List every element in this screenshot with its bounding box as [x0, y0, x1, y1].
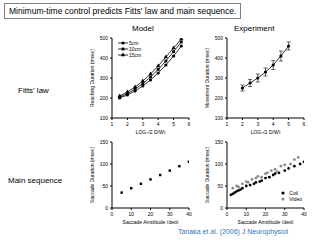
svg-text:150: 150	[215, 139, 224, 145]
svg-text:50: 50	[102, 183, 108, 189]
svg-text:5: 5	[172, 121, 175, 127]
svg-text:50: 50	[217, 183, 223, 189]
svg-text:0: 0	[220, 205, 223, 211]
svg-text:Saccade Amplitude (deg): Saccade Amplitude (deg)	[238, 219, 294, 224]
svg-text:3: 3	[141, 121, 144, 127]
svg-text:0: 0	[111, 211, 114, 217]
svg-text:4: 4	[157, 121, 160, 127]
svg-text:200: 200	[215, 95, 224, 101]
html-text:Minimum-time control predicts: Minimum-time control predicts Fitts' law…	[9, 6, 237, 16]
svg-text:300: 300	[100, 75, 109, 81]
svg-text:400: 400	[215, 55, 224, 61]
svg-text:6: 6	[303, 121, 306, 127]
svg-text:10: 10	[243, 211, 249, 217]
svg-text:100: 100	[215, 115, 224, 121]
html-text:Main sequence: Main sequence	[8, 176, 63, 185]
html-text:Video: Video	[289, 196, 302, 202]
html-text:Experiment: Experiment	[234, 24, 275, 33]
html-text:5cm: 5cm	[129, 40, 139, 46]
svg-text:LOG₂(2 D/W): LOG₂(2 D/W)	[251, 129, 281, 134]
svg-text:Movement Duration (msec): Movement Duration (msec)	[205, 48, 210, 109]
svg-text:LOG₂(2 D/W): LOG₂(2 D/W)	[136, 129, 166, 134]
html-text:Tanaka et al. (2006) J Neuroph: Tanaka et al. (2006) J Neurophysiol	[178, 228, 289, 235]
svg-text:30: 30	[282, 211, 288, 217]
svg-text:30: 30	[167, 211, 173, 217]
svg-text:Reaching Duration (msec): Reaching Duration (msec)	[90, 49, 95, 107]
svg-text:300: 300	[215, 75, 224, 81]
svg-text:2: 2	[241, 121, 244, 127]
svg-text:100: 100	[100, 115, 109, 121]
svg-text:40: 40	[186, 211, 192, 217]
svg-text:200: 200	[100, 95, 109, 101]
html-text:Model: Model	[132, 24, 154, 33]
html-text:Coil: Coil	[289, 190, 298, 196]
svg-text:Saccade Duration (msec): Saccade Duration (msec)	[90, 146, 95, 203]
svg-text:Saccade Duration (msec): Saccade Duration (msec)	[205, 146, 210, 203]
svg-text:2: 2	[126, 121, 129, 127]
svg-text:0: 0	[105, 205, 108, 211]
svg-text:Saccade Amplitude (deg): Saccade Amplitude (deg)	[123, 219, 179, 224]
svg-text:500: 500	[215, 35, 224, 41]
svg-text:150: 150	[100, 139, 109, 145]
svg-text:500: 500	[100, 35, 109, 41]
svg-text:20: 20	[148, 211, 154, 217]
svg-text:1: 1	[226, 121, 229, 127]
svg-text:100: 100	[100, 161, 109, 167]
svg-text:10: 10	[128, 211, 134, 217]
svg-text:6: 6	[188, 121, 191, 127]
html-text:Fitts' law: Fitts' law	[18, 86, 49, 95]
svg-text:0: 0	[226, 211, 229, 217]
html-text:15cm: 15cm	[129, 52, 142, 58]
svg-text:400: 400	[100, 55, 109, 61]
svg-text:3: 3	[256, 121, 259, 127]
svg-text:40: 40	[301, 211, 307, 217]
html-text:10cm: 10cm	[129, 46, 142, 52]
svg-text:1: 1	[111, 121, 114, 127]
svg-text:20: 20	[263, 211, 269, 217]
svg-text:4: 4	[272, 121, 275, 127]
svg-text:100: 100	[215, 161, 224, 167]
svg-text:5: 5	[287, 121, 290, 127]
